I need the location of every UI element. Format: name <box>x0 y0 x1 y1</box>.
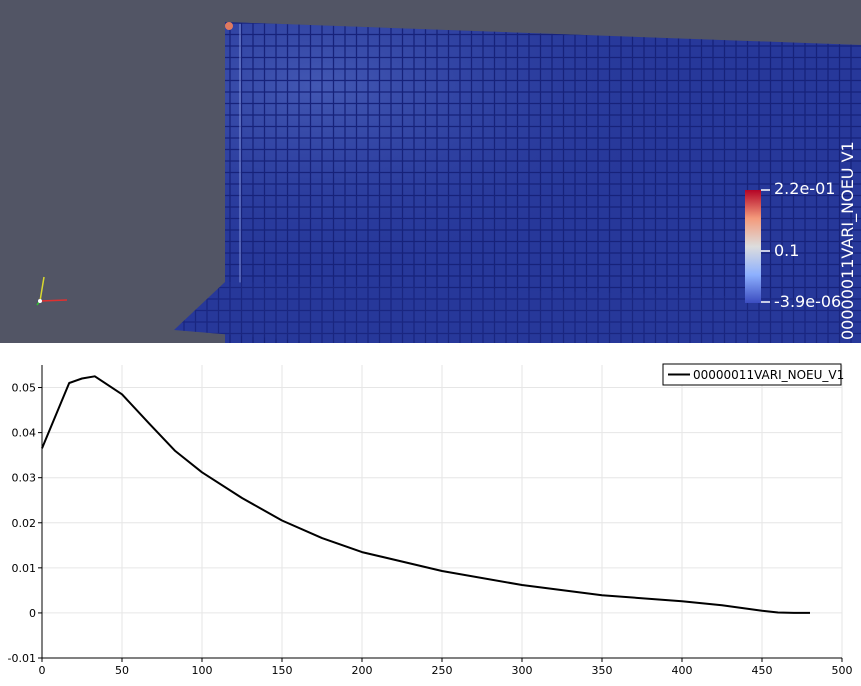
x-tick-label: 50 <box>115 664 129 677</box>
series-line <box>41 375 810 614</box>
render-canvas[interactable]: 2.2e-01 0.1 -3.9e-06 00000011VARI_NOEU V… <box>0 0 861 343</box>
line-chart[interactable]: 0 50 100 150 200 250 300 350 400 450 500-0.0100.01… <box>0 343 861 686</box>
y-tick-label: 0.03 <box>12 472 37 485</box>
x-tick-label: 450 <box>752 664 773 677</box>
line-chart-view[interactable]: 0 50 100 150 200 250 300 350 400 450 500 -0.01 0 0.01… <box>0 343 861 686</box>
colorbar-max-label: 2.2e-01 <box>774 179 835 198</box>
y-tick-label: 0.02 <box>12 517 37 530</box>
render-view[interactable]: 2.2e-01 0.1 -3.9e-06 00000011VARI_NOEU V… <box>0 0 861 343</box>
legend-entry-label: 00000011VARI_NOEU_V1 <box>693 368 844 382</box>
colorbar-gradient <box>745 190 761 303</box>
x-tick-label: 0 <box>39 664 46 677</box>
grid-lines <box>42 365 843 658</box>
x-tick-label: 500 <box>832 664 853 677</box>
x-tick-label: 300 <box>512 664 533 677</box>
x-tick-label: 200 <box>352 664 373 677</box>
y-tick-label: 0.05 <box>12 382 37 395</box>
x-tick-label: 150 <box>272 664 293 677</box>
axes <box>38 365 843 662</box>
colorbar-title: 00000011VARI_NOEU V1 <box>838 141 858 340</box>
legend-box <box>662 363 842 386</box>
x-tick-label: 250 <box>432 664 453 677</box>
colorbar-min-label: -3.9e-06 <box>774 292 841 311</box>
colorbar-mid-label: 0.1 <box>774 241 799 260</box>
mesh-vertical-wall <box>225 22 861 343</box>
legend: 00000011VARI_NOEU_V1 <box>662 363 844 386</box>
y-tick-label: 0 <box>29 607 36 620</box>
x-tick-label: 400 <box>672 664 693 677</box>
y-tick-label: -0.01 <box>8 652 36 665</box>
colorbar: 2.2e-01 0.1 -3.9e-06 00000011VARI_NOEU V… <box>745 141 858 340</box>
x-tick-label: 100 <box>192 664 213 677</box>
orientation-axes-icon <box>36 276 68 306</box>
y-tick-label: 0.01 <box>12 562 37 575</box>
series-layer <box>41 375 810 614</box>
x-tick-label: 350 <box>592 664 613 677</box>
mesh-floor <box>174 282 861 343</box>
y-tick-label: 0.04 <box>12 427 37 440</box>
tick-labels: 0 50 100 150 200 250 300 350 400 450 500-0.0100.01… <box>8 382 853 677</box>
